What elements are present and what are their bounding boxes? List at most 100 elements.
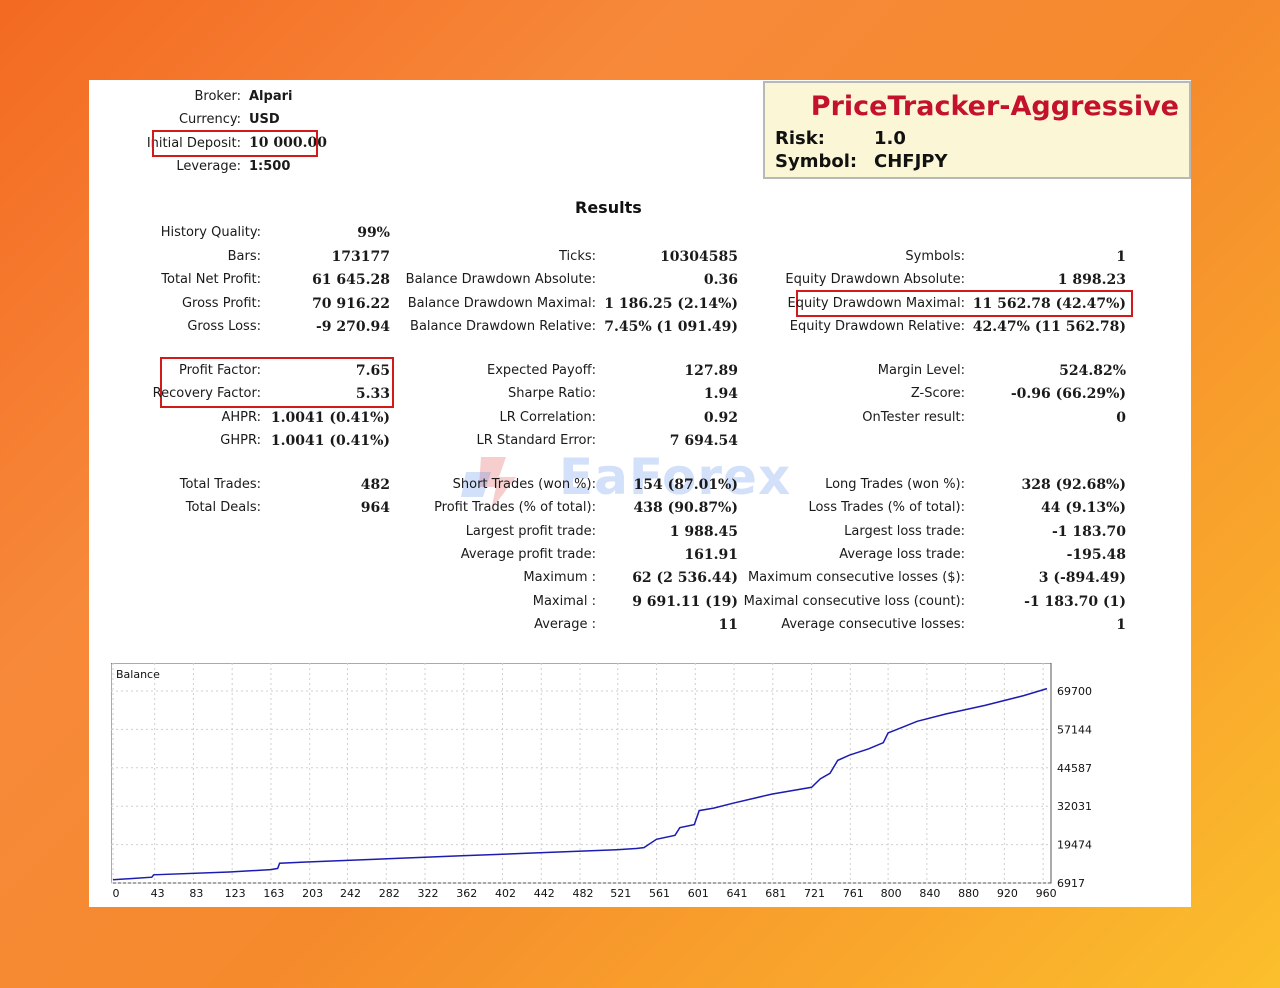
x-tick-label: 0: [113, 887, 120, 899]
lr-correlation-label: LR Correlation:: [499, 410, 596, 425]
strategy-title: PriceTracker-Aggressive: [810, 91, 1179, 122]
maximal-consec-loss-value: -1 183.70 (1): [1024, 594, 1126, 610]
x-tick-label: 601: [688, 887, 709, 899]
total-net-profit-value: 61 645.28: [312, 272, 390, 288]
x-tick-label: 362: [456, 887, 477, 899]
currency-value: USD: [249, 112, 280, 127]
x-tick-label: 43: [151, 887, 165, 899]
total-trades-label: Total Trades:: [179, 477, 261, 492]
x-tick-label: 521: [610, 887, 631, 899]
lr-std-error-label: LR Standard Error:: [476, 433, 596, 448]
bars-label: Bars:: [227, 249, 261, 264]
average-loss-trade-value: -195.48: [1066, 547, 1126, 563]
risk-label: Risk:: [775, 128, 825, 149]
maximal-consec-profit-label: Maximal :: [532, 594, 596, 609]
maximal-consec-loss-label: Maximal consecutive loss (count):: [743, 594, 965, 609]
chart-plot-area: [111, 663, 1052, 884]
ontester-result-label: OnTester result:: [862, 410, 965, 425]
average-loss-trade-label: Average loss trade:: [839, 547, 965, 562]
x-tick-label: 322: [417, 887, 438, 899]
y-tick-label: 32031: [1057, 800, 1092, 813]
average-consec-wins-value: 11: [718, 617, 738, 633]
average-profit-trade-value: 161.91: [684, 547, 738, 563]
maximal-consec-profit-value: 9 691.11 (19): [632, 594, 738, 610]
ghpr-label: GHPR:: [220, 433, 261, 448]
balance-dd-relative-value: 7.45% (1 091.49): [604, 319, 738, 335]
profit-trades-label: Profit Trades (% of total):: [434, 500, 596, 515]
maximum-consec-wins-value: 62 (2 536.44): [632, 570, 738, 586]
balance-dd-relative-label: Balance Drawdown Relative:: [410, 319, 596, 334]
initial-deposit-highlight: [152, 130, 318, 157]
leverage-value: 1:500: [249, 159, 291, 174]
lr-correlation-value: 0.92: [703, 410, 738, 426]
gross-loss-value: -9 270.94: [315, 319, 390, 335]
ticks-label: Ticks:: [559, 249, 596, 264]
history-quality-value: 99%: [357, 225, 390, 241]
ticks-value: 10304585: [660, 249, 738, 265]
y-tick-label: 69700: [1057, 685, 1092, 698]
broker-value: Alpari: [249, 89, 293, 104]
largest-profit-trade-label: Largest profit trade:: [465, 524, 596, 539]
ontester-result-value: 0: [1116, 410, 1126, 426]
x-tick-label: 960: [1036, 887, 1057, 899]
equity-dd-maximal-highlight: [796, 290, 1133, 317]
z-score-label: Z-Score:: [910, 386, 965, 401]
x-tick-label: 83: [189, 887, 203, 899]
x-tick-label: 840: [919, 887, 940, 899]
short-trades-value: 154 (87.01%): [633, 477, 739, 493]
x-tick-label: 880: [958, 887, 979, 899]
balance-chart: Balance 0 43 83 123 163 203 242 282 322 362 402 442…: [111, 663, 1093, 899]
x-tick-label: 721: [804, 887, 825, 899]
largest-profit-trade-value: 1 988.45: [669, 524, 738, 540]
sharpe-ratio-value: 1.94: [703, 386, 738, 402]
balance-dd-absolute-value: 0.36: [703, 272, 738, 288]
chart-ticks: 0 43 83 123 163 203 242 282 322 362 402 442 482 521 56…: [113, 685, 1093, 899]
average-consec-losses-label: Average consecutive losses:: [781, 617, 965, 632]
loss-trades-value: 44 (9.13%): [1040, 500, 1126, 516]
expected-payoff-value: 127.89: [684, 363, 738, 379]
equity-dd-absolute-label: Equity Drawdown Absolute:: [785, 272, 965, 287]
x-tick-label: 920: [997, 887, 1018, 899]
equity-dd-relative-value: 42.47% (11 562.78): [972, 319, 1126, 335]
gross-profit-value: 70 916.22: [312, 296, 390, 312]
risk-value: 1.0: [874, 128, 906, 149]
recovery-factor-value: 5.33: [355, 386, 390, 402]
recovery-factor-label: Recovery Factor:: [152, 386, 261, 401]
x-tick-label: 761: [843, 887, 864, 899]
chart-title: Balance: [116, 668, 160, 681]
x-tick-label: 681: [765, 887, 786, 899]
history-quality-label: History Quality:: [160, 225, 261, 240]
loss-trades-label: Loss Trades (% of total):: [808, 500, 965, 515]
strategy-title-box: PriceTracker-Aggressive Risk: 1.0 Symbol…: [763, 81, 1191, 179]
profit-recovery-highlight: [160, 357, 394, 408]
sharpe-ratio-label: Sharpe Ratio:: [508, 386, 596, 401]
equity-dd-absolute-value: 1 898.23: [1057, 272, 1126, 288]
initial-deposit-label: Initial Deposit:: [146, 136, 241, 151]
total-net-profit-label: Total Net Profit:: [161, 272, 261, 287]
x-tick-label: 203: [302, 887, 323, 899]
symbol-value: CHFJPY: [874, 151, 948, 172]
eaforex-logo-icon: [461, 457, 516, 510]
long-trades-label: Long Trades (won %):: [825, 477, 965, 492]
profit-factor-value: 7.65: [355, 363, 390, 379]
balance-series-line: [112, 687, 1048, 881]
x-tick-label: 641: [727, 887, 748, 899]
profit-trades-value: 438 (90.87%): [633, 500, 739, 516]
x-tick-label: 123: [225, 887, 246, 899]
x-tick-label: 242: [340, 887, 361, 899]
x-tick-label: 402: [495, 887, 516, 899]
symbols-label: Symbols:: [905, 249, 965, 264]
y-tick-label: 44587: [1057, 762, 1092, 775]
average-consec-wins-label: Average :: [534, 617, 596, 632]
total-deals-label: Total Deals:: [185, 500, 261, 515]
chart-grid: [111, 663, 1051, 884]
y-tick-label: 6917: [1057, 877, 1085, 890]
equity-dd-relative-label: Equity Drawdown Relative:: [789, 319, 965, 334]
average-consec-losses-value: 1: [1116, 617, 1126, 633]
total-trades-value: 482: [360, 477, 390, 493]
results-heading: Results: [575, 198, 642, 217]
y-tick-label: 19474: [1057, 839, 1092, 852]
x-tick-label: 482: [573, 887, 594, 899]
x-tick-label: 282: [379, 887, 400, 899]
total-deals-value: 964: [360, 500, 390, 516]
